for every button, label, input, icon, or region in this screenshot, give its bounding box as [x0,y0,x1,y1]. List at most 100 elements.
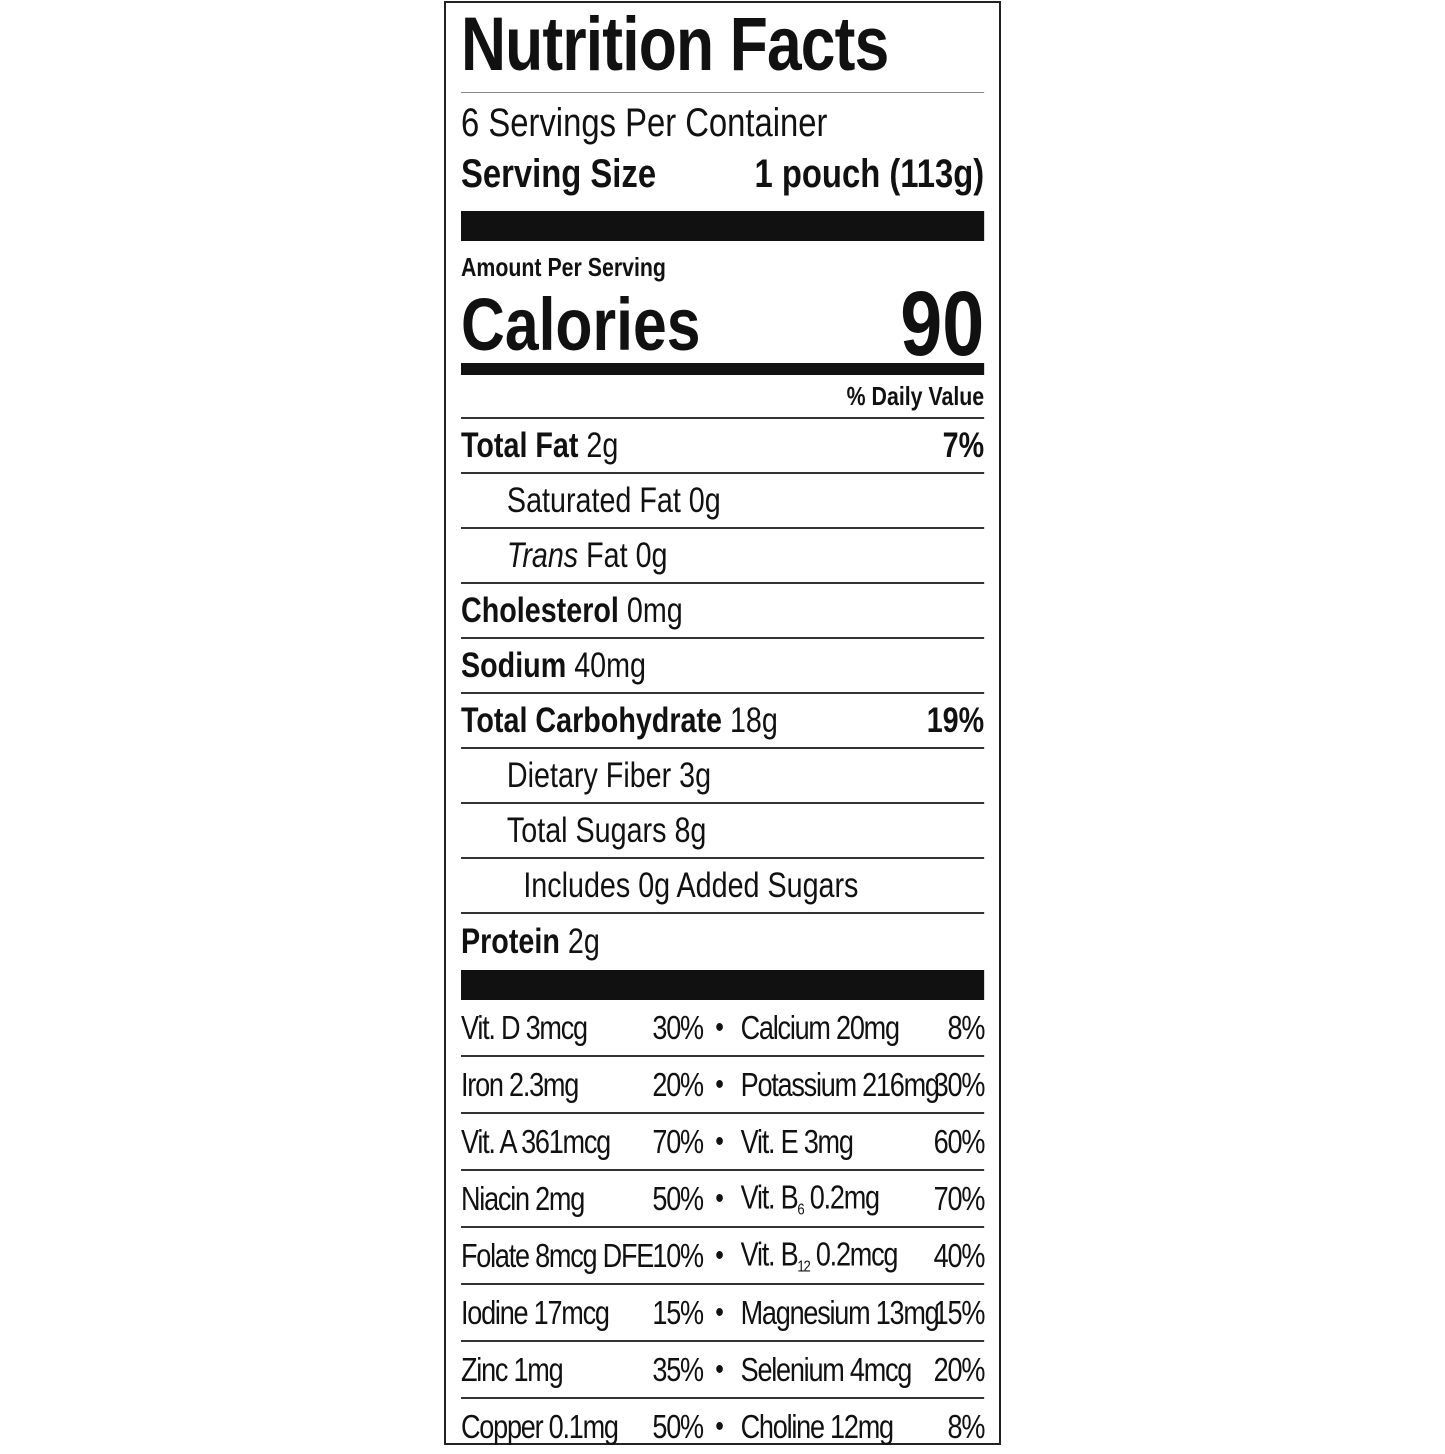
amount-per-serving: Amount Per Serving [461,252,666,282]
vitamin-right-name: Magnesium 13mg [740,1293,940,1331]
vitamin-left-name: Iron 2.3mg [461,1065,579,1103]
serving-size-value: 1 pouch (113g) [754,151,985,196]
nutrient-row-total-sugars: Total Sugars 8g [461,804,985,859]
medium-divider [461,363,985,375]
vitamin-left-name: Vit. A 361mcg [461,1122,611,1160]
vitamin-subscript: 6 [797,1201,804,1218]
vitamin-left-name: Folate 8mcg DFE [461,1236,654,1274]
nutrient-name: Cholesterol [461,590,619,630]
vitamin-right-dv: 60% [933,1122,986,1160]
calories-value: 90 [900,272,985,375]
nutrient-amount: 0mg [626,590,683,630]
vitamin-left-name: Niacin 2mg [461,1179,585,1217]
vitamin-right-name: Vit. B6 0.2mg [740,1178,880,1219]
vitamin-row: Niacin 2mg 50% • Vit. B6 0.2mg 70% [461,1171,986,1228]
nutrient-amount: 18g [729,700,778,740]
nutrient-dv: 19% [926,700,985,740]
vitamin-amount: 0.2mcg [809,1235,899,1272]
calories-label: Calories [461,282,701,366]
vitamin-right-name: Choline 12mg [740,1407,894,1445]
bullet-separator: • [715,1181,724,1215]
nutrient-name: Total Sugars [506,810,667,850]
bullet-separator: • [715,1238,724,1272]
vitamin-right-dv: 15% [933,1293,986,1331]
nutrient-amount: 3g [679,755,712,795]
vitamin-right-name: Vit. E 3mg [740,1122,854,1160]
nutrient-amount: 0g [635,535,668,575]
vitamin-right-dv: 30% [933,1065,986,1103]
vitamin-left-dv: 10% [652,1236,704,1274]
vitamin-row: Copper 0.1mg 50% • Choline 12mg 8% [461,1399,986,1454]
vitamin-right-name: Potassium 216mg [740,1065,940,1103]
calories-row: Calories 90 [461,273,984,375]
nutrient-name: Includes 0g Added Sugars [523,865,859,905]
vitamin-row: Vit. D 3mcg 30% • Calcium 20mg 8% [461,1000,986,1057]
bullet-separator: • [715,1409,724,1443]
nutrient-amount: 0g [688,480,721,520]
panel-title: Nutrition Facts [461,0,985,93]
nutrition-label-border [444,1,1001,1445]
vitamin-row: Zinc 1mg 35% • Selenium 4mcg 20% [461,1342,986,1399]
nutrient-name: Dietary Fiber [506,755,672,795]
nutrient-amount: 2g [586,425,619,465]
nutrient-name: Saturated Fat [506,480,681,520]
bullet-separator: • [715,1067,724,1101]
vitamin-right-name: Selenium 4mcg [740,1350,913,1388]
nutrient-amount: 8g [674,810,707,850]
vitamin-row: Folate 8mcg DFE 10% • Vit. B12 0.2mcg 40% [461,1228,986,1285]
vitamin-left-dv: 50% [652,1407,704,1445]
vitamin-left-dv: 20% [652,1065,704,1103]
bullet-separator: • [715,1124,724,1158]
vitamin-right-name: Vit. B12 0.2mcg [740,1235,899,1276]
vitamin-left-name: Copper 0.1mg [461,1407,619,1445]
vitamin-right-name: Calcium 20mg [740,1008,900,1046]
vitamin-subscript: 12 [797,1258,810,1275]
nutrient-amount: 40mg [574,645,647,685]
nutrient-amount: 2g [567,921,600,961]
vitamin-name-prefix: Vit. B [740,1235,799,1272]
vitamin-row: Iodine 17mcg 15% • Magnesium 13mg 15% [461,1285,986,1342]
vitamin-right-dv: 40% [933,1236,986,1274]
vitamin-left-dv: 15% [652,1293,704,1331]
nutrient-name: Protein [461,921,560,961]
vitamin-left-dv: 35% [652,1350,704,1388]
bullet-separator: • [715,1295,724,1329]
nutrition-facts-panel: Nutrition Facts 6 Servings Per Container… [461,0,986,1454]
nutrient-name: Total Fat [461,425,579,465]
vitamin-right-dv: 20% [933,1350,986,1388]
vitamin-amount: 0.2mg [803,1178,880,1215]
nutrient-row-protein: Protein 2g [461,914,984,969]
nutrient-row-added-sugars: Includes 0g Added Sugars [461,859,985,914]
daily-value-header: % Daily Value [461,375,985,419]
nutrient-dv: 7% [942,425,985,465]
vitamin-row: Iron 2.3mg 20% • Potassium 216mg 30% [461,1057,986,1114]
bullet-separator: • [715,1010,724,1044]
vitamin-name-prefix: Vit. B [740,1178,799,1215]
vitamin-left-dv: 30% [652,1008,704,1046]
vitamins-section: Vit. D 3mcg 30% • Calcium 20mg 8% Iron 2.3mg 2… [461,1000,986,1454]
servings-per-container: 6 Servings Per Container [461,101,828,145]
vitamin-left-name: Vit. D 3mcg [461,1008,588,1046]
nutrient-row-sodium: Sodium 40mg [461,639,985,694]
nutrient-name-rest: Fat [586,535,628,575]
vitamin-row: Vit. A 361mcg 70% • Vit. E 3mg 60% [461,1114,986,1171]
thick-divider [461,211,985,241]
nutrient-row-saturated-fat: Saturated Fat 0g [461,474,985,529]
vitamin-left-name: Zinc 1mg [461,1350,564,1388]
vitamin-right-dv: 8% [947,1407,986,1445]
vitamin-left-dv: 50% [652,1179,704,1217]
nutrient-row-trans-fat: Trans Fat 0g [461,529,985,584]
nutrient-row-dietary-fiber: Dietary Fiber 3g [461,749,985,804]
nutrient-name: Trans [506,535,579,575]
vitamin-right-dv: 8% [947,1008,986,1046]
nutrient-name: Total Carbohydrate [461,700,722,740]
nutrient-row-total-carbohydrate: Total Carbohydrate 18g 19% [461,694,985,749]
thick-divider [461,970,985,1000]
serving-size-label: Serving Size [461,151,657,196]
vitamin-left-name: Iodine 17mcg [461,1293,610,1331]
serving-size-row: Serving Size 1 pouch (113g) [461,148,984,200]
bullet-separator: • [715,1352,724,1386]
vitamin-right-dv: 70% [933,1179,986,1217]
vitamin-left-dv: 70% [652,1122,704,1160]
nutrient-row-total-fat: Total Fat 2g 7% [461,419,985,474]
